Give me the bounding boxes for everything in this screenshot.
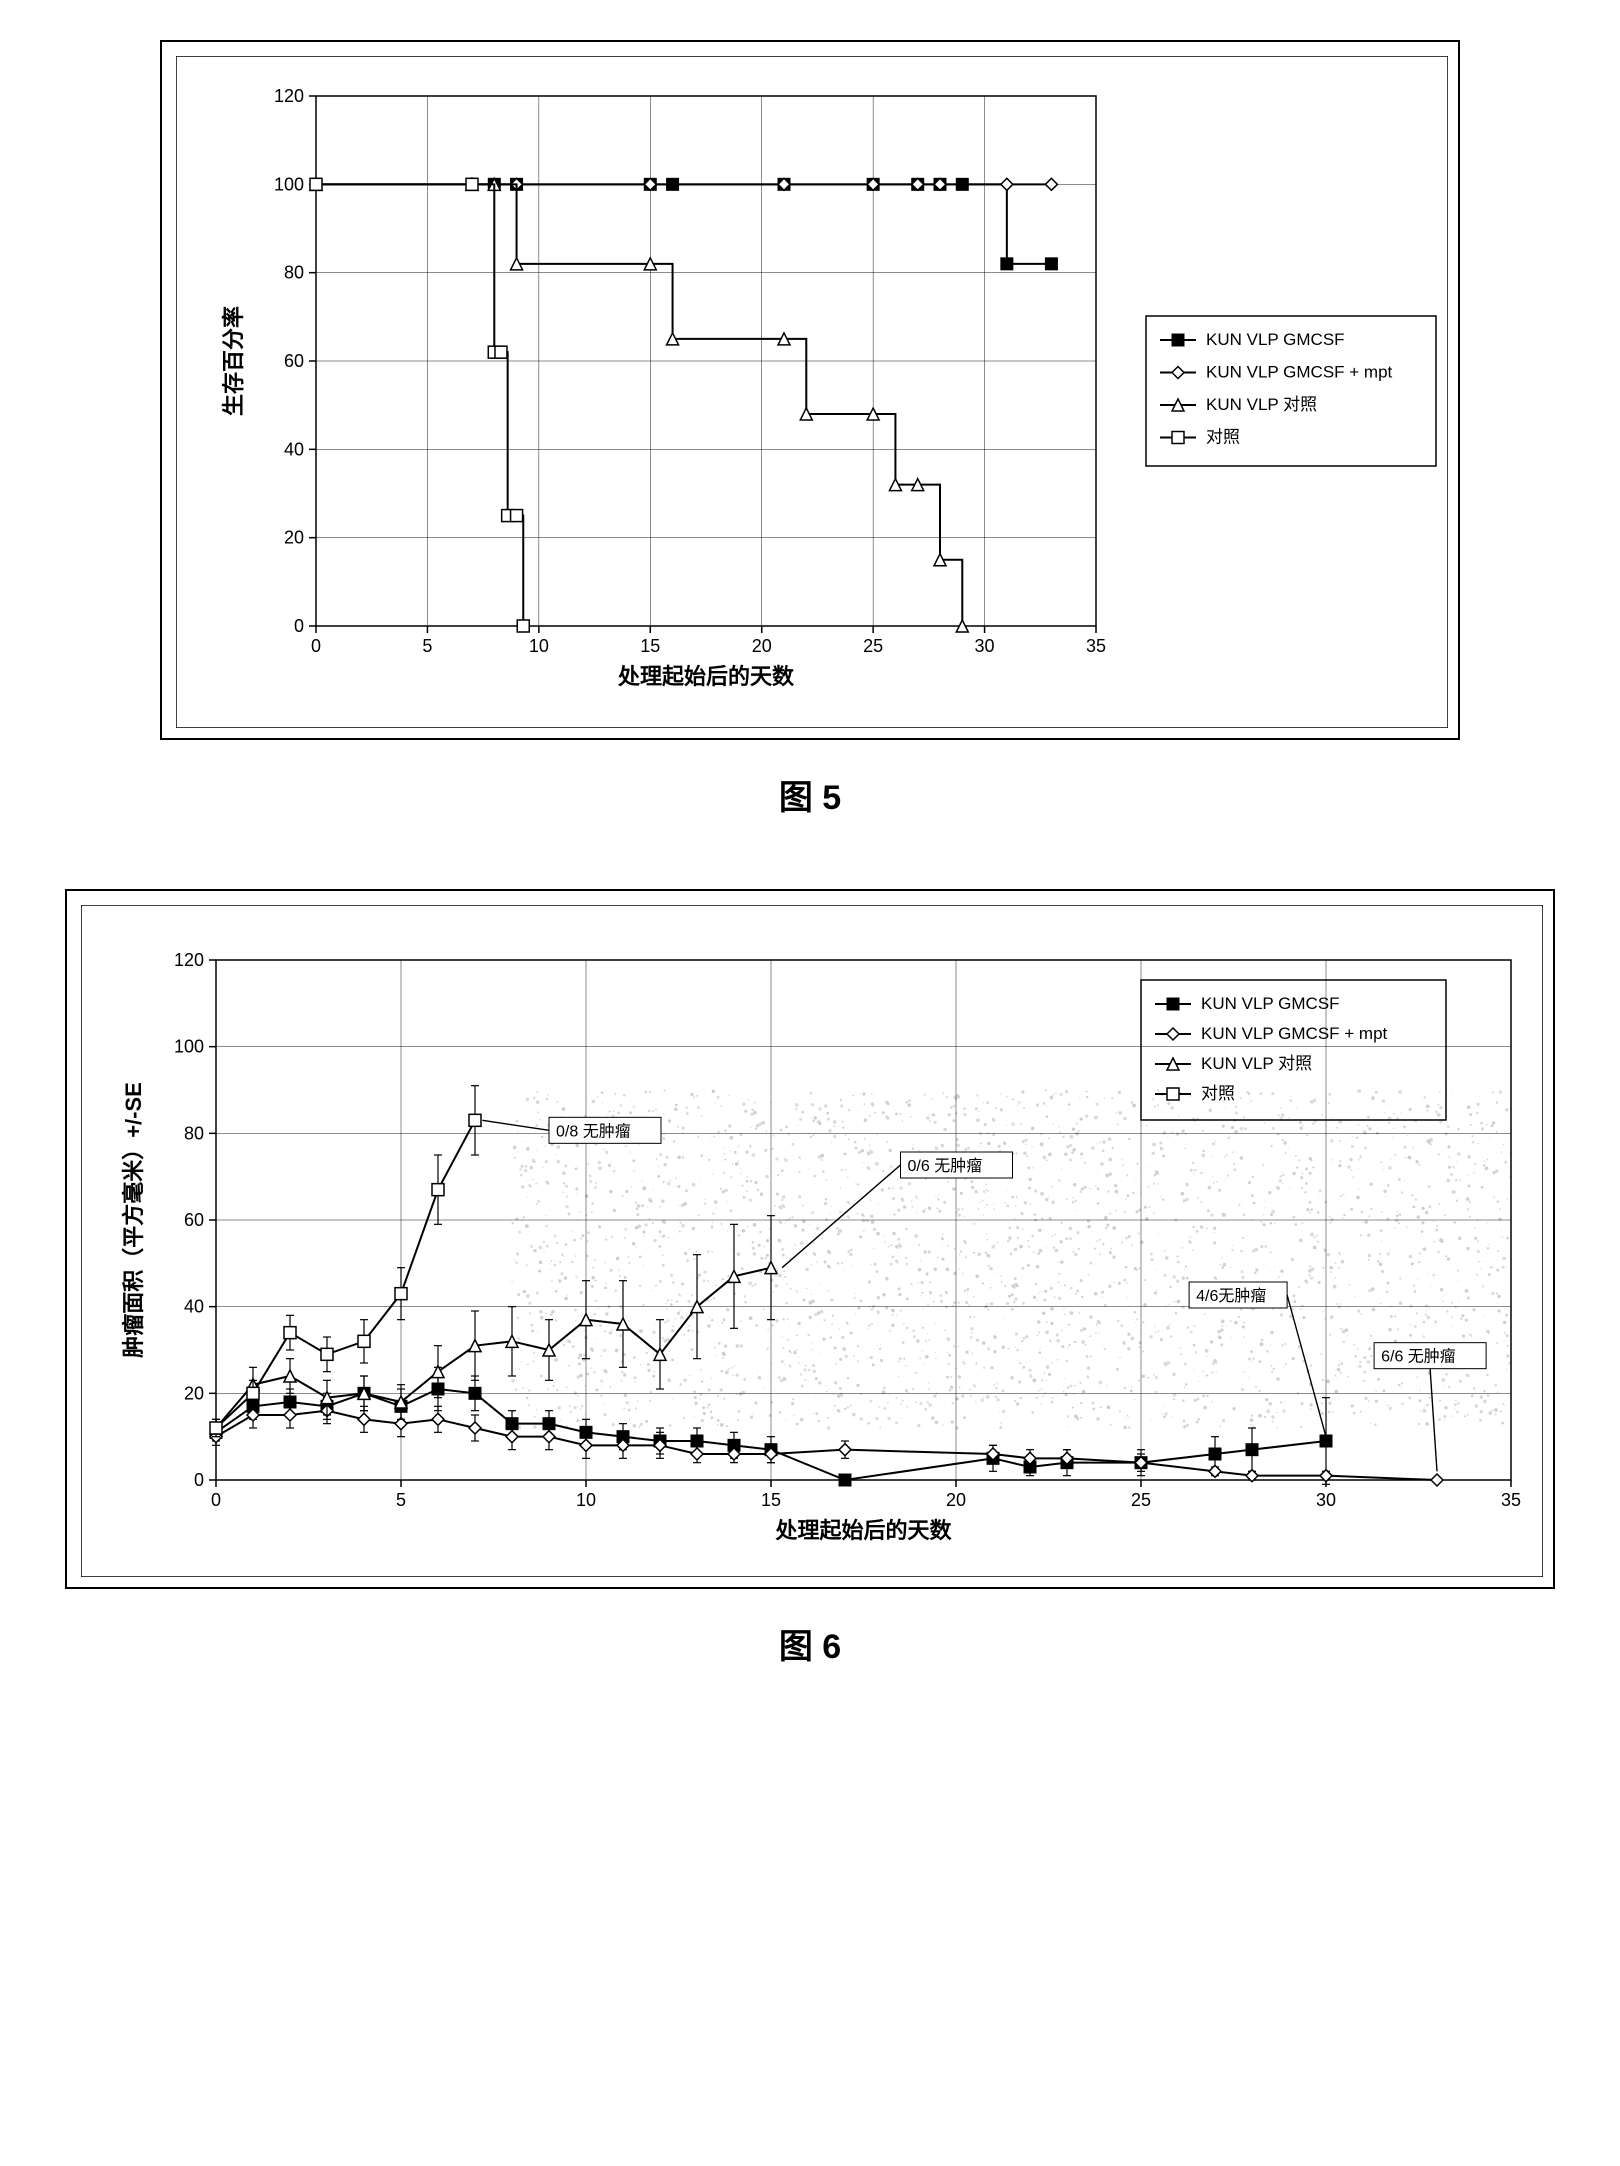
figure-5-caption: 图 5 — [779, 770, 841, 819]
svg-text:60: 60 — [284, 351, 304, 371]
svg-text:25: 25 — [1131, 1490, 1151, 1510]
svg-text:20: 20 — [284, 528, 304, 548]
svg-text:KUN VLP GMCSF: KUN VLP GMCSF — [1201, 994, 1340, 1013]
svg-text:30: 30 — [975, 636, 995, 656]
svg-text:30: 30 — [1316, 1490, 1336, 1510]
svg-text:60: 60 — [184, 1210, 204, 1230]
svg-text:0/8 无肿瘤: 0/8 无肿瘤 — [556, 1122, 631, 1140]
svg-text:KUN VLP 对照: KUN VLP 对照 — [1206, 395, 1317, 414]
svg-text:35: 35 — [1086, 636, 1106, 656]
svg-text:100: 100 — [174, 1037, 204, 1057]
svg-text:5: 5 — [396, 1490, 406, 1510]
svg-text:肿瘤面积（平方毫米）+/-SE: 肿瘤面积（平方毫米）+/-SE — [121, 1082, 146, 1358]
svg-text:40: 40 — [184, 1297, 204, 1317]
svg-text:0: 0 — [294, 616, 304, 636]
svg-text:0: 0 — [211, 1490, 221, 1510]
svg-text:120: 120 — [174, 950, 204, 970]
svg-text:5: 5 — [422, 636, 432, 656]
svg-text:15: 15 — [761, 1490, 781, 1510]
svg-text:KUN VLP 对照: KUN VLP 对照 — [1201, 1054, 1312, 1073]
figure-6-chart: 0 20 40 60 80 100 120 0 5 10 15 20 25 30 35 处理起始后的天数 肿瘤面… — [65, 889, 1555, 1589]
svg-text:40: 40 — [284, 439, 304, 459]
svg-text:生存百分率: 生存百分率 — [221, 306, 246, 416]
figure-5-block: 0 20 40 60 80 100 120 0 5 10 15 20 25 30 35 处理起始后的天数 生存百… — [60, 40, 1560, 819]
svg-text:15: 15 — [640, 636, 660, 656]
svg-text:0: 0 — [194, 1470, 204, 1490]
figure-6-block: 0 20 40 60 80 100 120 0 5 10 15 20 25 30 35 处理起始后的天数 肿瘤面… — [60, 889, 1560, 1668]
svg-text:35: 35 — [1501, 1490, 1521, 1510]
svg-text:6/6 无肿瘤: 6/6 无肿瘤 — [1381, 1348, 1456, 1366]
svg-text:20: 20 — [946, 1490, 966, 1510]
svg-text:80: 80 — [184, 1123, 204, 1143]
figure-5-chart: 0 20 40 60 80 100 120 0 5 10 15 20 25 30 35 处理起始后的天数 生存百… — [160, 40, 1460, 740]
svg-text:KUN VLP GMCSF + mpt: KUN VLP GMCSF + mpt — [1201, 1024, 1388, 1043]
svg-text:KUN VLP GMCSF + mpt: KUN VLP GMCSF + mpt — [1206, 363, 1393, 382]
svg-text:10: 10 — [529, 636, 549, 656]
figure-6-caption: 图 6 — [779, 1619, 841, 1668]
svg-text:80: 80 — [284, 263, 304, 283]
svg-text:4/6无肿瘤: 4/6无肿瘤 — [1196, 1287, 1266, 1305]
svg-text:KUN VLP GMCSF: KUN VLP GMCSF — [1206, 330, 1345, 349]
svg-text:20: 20 — [752, 636, 772, 656]
svg-text:处理起始后的天数: 处理起始后的天数 — [617, 664, 795, 689]
svg-text:对照: 对照 — [1206, 428, 1240, 447]
svg-text:0: 0 — [311, 636, 321, 656]
svg-text:处理起始后的天数: 处理起始后的天数 — [774, 1518, 952, 1543]
svg-text:25: 25 — [863, 636, 883, 656]
svg-text:120: 120 — [274, 86, 304, 106]
svg-text:100: 100 — [274, 174, 304, 194]
svg-text:对照: 对照 — [1201, 1084, 1235, 1103]
svg-text:20: 20 — [184, 1383, 204, 1403]
svg-text:0/6 无肿瘤: 0/6 无肿瘤 — [908, 1157, 983, 1175]
svg-text:10: 10 — [576, 1490, 596, 1510]
page: 02040608010012005101520253035处理起始后的天数生存百… — [0, 0, 1620, 1778]
